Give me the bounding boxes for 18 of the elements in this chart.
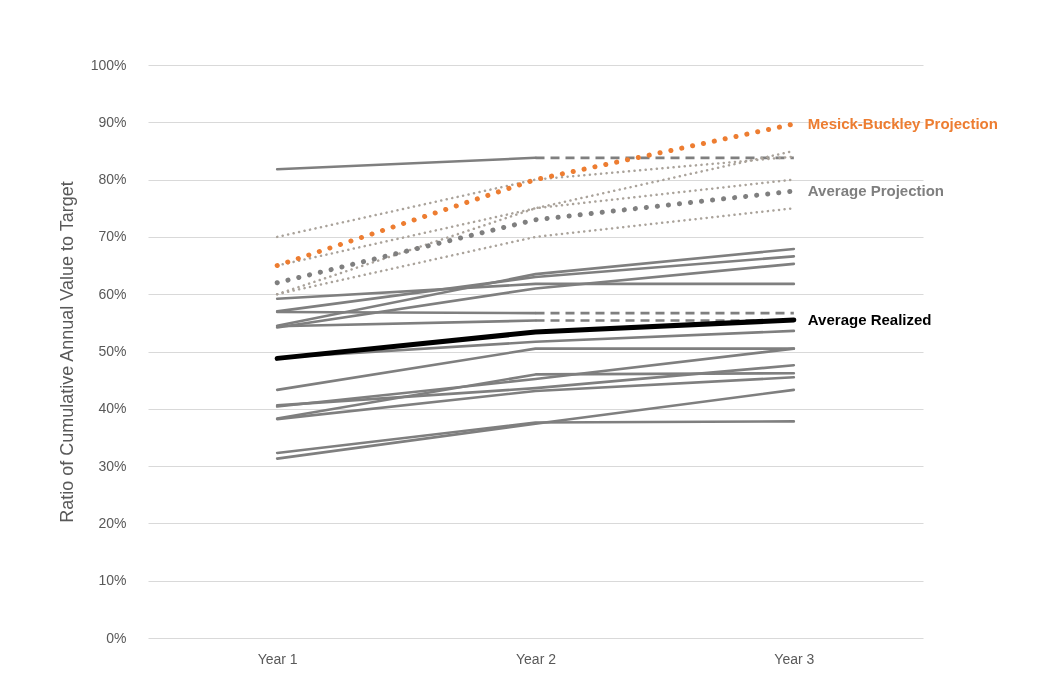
x-tick-label: Year 2 (516, 650, 557, 667)
x-tick-label: Year 1 (257, 650, 298, 667)
y-axis-title: Ratio of Cumulative Annual Value to Target (56, 181, 77, 523)
series-label: Average Realized (807, 310, 932, 328)
y-tick-label: 50% (98, 343, 127, 359)
x-tick-label: Year 3 (774, 650, 815, 667)
series-label: Average Projection (807, 182, 945, 200)
y-tick-label: 100% (90, 56, 127, 73)
y-tick-label: 60% (98, 285, 127, 302)
y-tick-label: 40% (98, 400, 127, 417)
y-tick-label: 80% (98, 171, 127, 188)
y-tick-label: 70% (98, 228, 127, 245)
y-tick-label: 10% (98, 572, 127, 589)
y-tick-label: 30% (98, 457, 127, 474)
y-tick-label: 90% (98, 113, 127, 130)
y-tick-label: 20% (98, 514, 127, 531)
series-label: Mesick-Buckley Projection (807, 115, 998, 133)
y-tick-label: 0% (106, 629, 127, 646)
